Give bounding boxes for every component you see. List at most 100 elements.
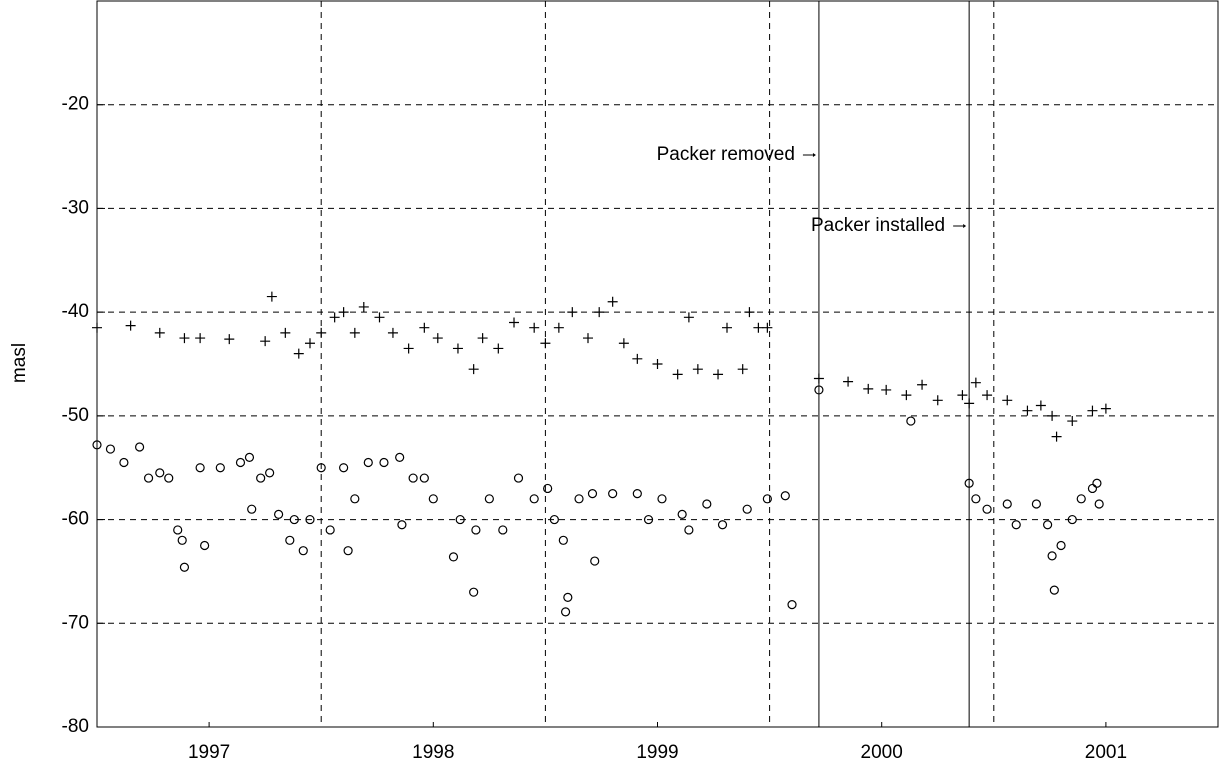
- circle-point: [563, 592, 573, 602]
- plus-point: [932, 395, 943, 406]
- plus-point: [125, 320, 136, 331]
- plus-point: [1100, 403, 1111, 414]
- circle-point: [1076, 494, 1086, 504]
- plus-point: [737, 364, 748, 375]
- circle-point: [105, 444, 116, 454]
- plus-point: [509, 317, 520, 328]
- circle-point: [173, 525, 183, 535]
- circle-point: [469, 587, 479, 597]
- annotation-text: Packer installed: [811, 215, 945, 236]
- circle-point: [717, 520, 728, 530]
- plus-point: [567, 307, 578, 318]
- circle-point: [549, 514, 559, 525]
- circle-point: [780, 491, 790, 501]
- plus-point: [753, 322, 764, 333]
- plus-point: [692, 364, 703, 375]
- circle-point: [560, 607, 571, 617]
- plus-point: [387, 327, 398, 338]
- annotation-arrowhead: [812, 153, 816, 157]
- circle-point: [574, 494, 584, 504]
- circle-point: [325, 525, 335, 535]
- plus-point: [260, 336, 271, 347]
- circle-point: [742, 504, 752, 514]
- y-tick-label: -60: [62, 509, 89, 530]
- plus-point: [338, 307, 349, 318]
- circle-point: [702, 499, 712, 509]
- circle-point: [363, 457, 373, 468]
- plus-point: [607, 296, 618, 307]
- circle-point: [143, 473, 154, 483]
- circle-point: [1031, 499, 1041, 509]
- y-tick-label: -70: [62, 612, 89, 633]
- plus-point: [553, 322, 564, 333]
- plus-point: [713, 369, 724, 380]
- circle-point: [762, 494, 772, 504]
- circle-point: [455, 514, 465, 525]
- circle-point: [543, 483, 553, 494]
- circle-point: [200, 540, 210, 551]
- y-tick-label: -40: [62, 301, 89, 322]
- circle-point: [964, 478, 974, 488]
- circle-point: [343, 546, 353, 556]
- plus-point: [582, 333, 593, 344]
- circle-point: [558, 535, 568, 545]
- circle-point: [471, 525, 481, 535]
- plus-point: [280, 327, 291, 338]
- circle-point: [195, 463, 205, 473]
- circle-point: [448, 552, 459, 562]
- plus-point: [304, 338, 315, 349]
- circle-point: [1092, 478, 1102, 488]
- plus-point: [403, 343, 414, 354]
- circle-point: [179, 562, 190, 572]
- plus-point: [224, 334, 235, 345]
- plus-point: [970, 377, 981, 388]
- circle-point: [119, 457, 129, 468]
- y-tick-label: -50: [62, 405, 89, 426]
- circle-point: [1002, 499, 1012, 509]
- circle-point: [787, 600, 797, 610]
- plus-point: [1067, 416, 1078, 427]
- plus-point: [477, 333, 488, 344]
- circle-point: [215, 463, 225, 473]
- annotation-arrowhead: [963, 224, 967, 228]
- plus-point: [917, 379, 928, 390]
- circle-point: [906, 416, 916, 426]
- circle-point: [1011, 520, 1021, 530]
- plus-point: [652, 359, 663, 369]
- plus-point: [863, 383, 874, 394]
- circle-point: [289, 514, 299, 525]
- circle-point: [684, 525, 694, 535]
- plus-point: [594, 307, 605, 318]
- plus-point: [632, 353, 643, 364]
- circle-point: [513, 473, 524, 483]
- circle-point: [643, 514, 654, 525]
- plus-point: [452, 343, 463, 354]
- plus-point: [881, 384, 892, 395]
- circle-point: [1047, 551, 1057, 561]
- circle-point: [265, 468, 275, 478]
- circle-point: [164, 473, 174, 483]
- circle-point: [247, 504, 257, 514]
- circle-point: [1049, 585, 1059, 595]
- plus-point: [154, 327, 165, 338]
- plus-point: [1035, 400, 1046, 411]
- circle-point: [244, 452, 255, 462]
- circle-point: [1043, 520, 1053, 530]
- x-tick-label: 2001: [1085, 742, 1127, 763]
- circle-point: [1094, 499, 1104, 509]
- plus-point: [179, 333, 190, 344]
- x-tick-label: 1999: [636, 742, 678, 763]
- plus-point: [266, 291, 277, 302]
- circle-point: [498, 525, 508, 535]
- plus-point: [432, 333, 443, 344]
- plus-point: [329, 312, 340, 323]
- circle-point: [256, 473, 266, 483]
- plus-point: [1051, 431, 1062, 442]
- circle-point: [177, 535, 187, 545]
- x-tick-label: 1998: [412, 742, 454, 763]
- circle-point: [1087, 483, 1098, 494]
- plus-point: [540, 338, 551, 349]
- plus-point: [901, 390, 912, 401]
- plus-point: [468, 364, 479, 375]
- plus-point: [316, 327, 327, 338]
